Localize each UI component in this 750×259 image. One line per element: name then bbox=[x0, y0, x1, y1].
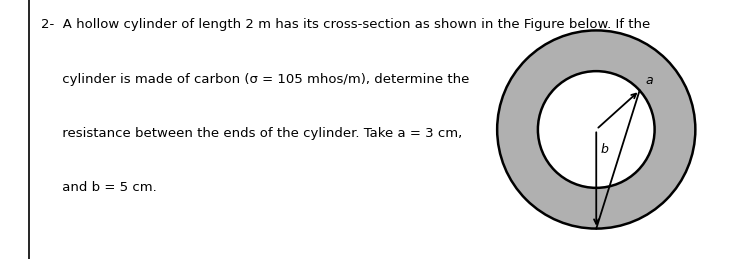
Text: cylinder is made of carbon (σ = 105 mhos/m), determine the: cylinder is made of carbon (σ = 105 mhos… bbox=[41, 73, 469, 85]
Text: b: b bbox=[601, 143, 608, 156]
Circle shape bbox=[497, 30, 695, 229]
Circle shape bbox=[538, 71, 655, 188]
Text: resistance between the ends of the cylinder. Take a = 3 cm,: resistance between the ends of the cylin… bbox=[41, 127, 463, 140]
Text: 2-  A hollow cylinder of length 2 m has its cross-section as shown in the Figure: 2- A hollow cylinder of length 2 m has i… bbox=[41, 18, 650, 31]
Text: a: a bbox=[645, 74, 652, 87]
Text: and b = 5 cm.: and b = 5 cm. bbox=[41, 181, 157, 194]
